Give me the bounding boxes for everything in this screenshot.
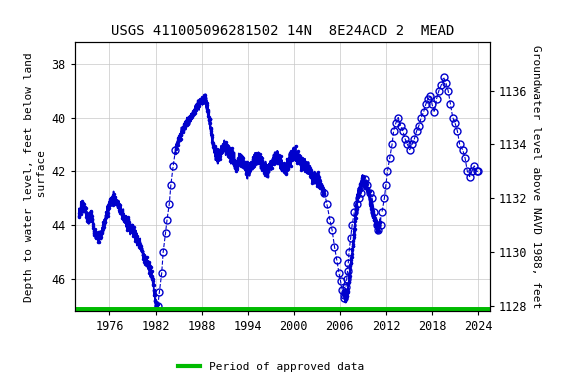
Title: USGS 411005096281502 14N  8E24ACD 2  MEAD: USGS 411005096281502 14N 8E24ACD 2 MEAD bbox=[111, 24, 454, 38]
Y-axis label: Groundwater level above NAVD 1988, feet: Groundwater level above NAVD 1988, feet bbox=[531, 45, 541, 308]
Y-axis label: Depth to water level, feet below land
 surface: Depth to water level, feet below land su… bbox=[24, 52, 47, 301]
Legend: Period of approved data: Period of approved data bbox=[173, 358, 368, 377]
